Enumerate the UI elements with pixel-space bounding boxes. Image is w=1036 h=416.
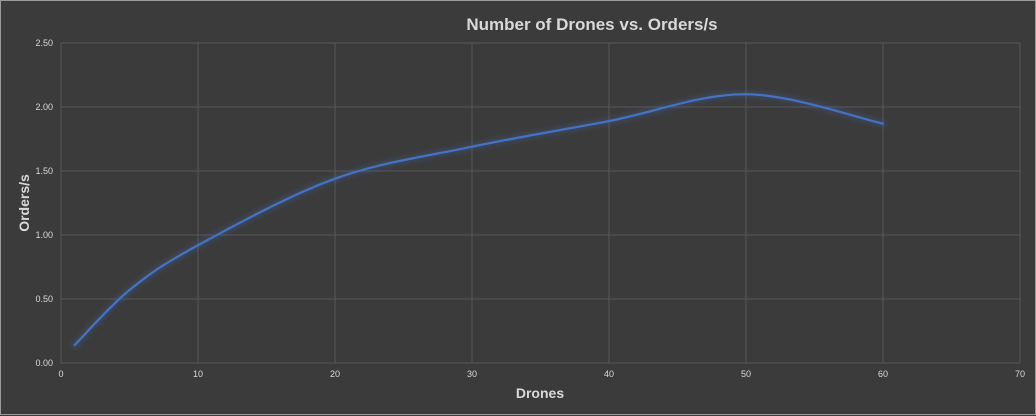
series-group — [71, 90, 887, 349]
y-tick-label: 1.50 — [35, 166, 53, 176]
y-tick-label: 0.50 — [35, 294, 53, 304]
data-point — [334, 177, 336, 179]
x-tick-label: 40 — [604, 369, 614, 379]
data-point — [197, 244, 199, 246]
x-tick-label: 20 — [330, 369, 340, 379]
data-point — [128, 289, 130, 291]
x-tick-label: 0 — [58, 369, 63, 379]
data-point — [745, 93, 747, 95]
x-tick-label: 50 — [741, 369, 751, 379]
x-axis-title: Drones — [516, 385, 564, 401]
y-tick-label: 1.00 — [35, 230, 53, 240]
data-point — [882, 122, 884, 124]
gridlines — [60, 42, 1021, 364]
x-tick-label: 30 — [467, 369, 477, 379]
axis-ticks: 0 10 20 30 40 50 60 70 0.00 0.50 1.00 1.50 2.00 2.50 — [35, 38, 1025, 379]
y-tick-label: 0.00 — [35, 358, 53, 368]
y-tick-label: 2.50 — [35, 38, 53, 48]
series-line — [73, 93, 885, 347]
chart-title: Number of Drones vs. Orders/s — [466, 15, 717, 34]
data-point — [608, 120, 610, 122]
series-line-glow — [71, 90, 887, 349]
y-axis-title: Orders/s — [16, 174, 32, 232]
x-tick-label: 60 — [878, 369, 888, 379]
y-tick-label: 2.00 — [35, 102, 53, 112]
x-tick-label: 70 — [1015, 369, 1025, 379]
x-tick-label: 10 — [193, 369, 203, 379]
data-point — [471, 145, 473, 147]
data-point — [74, 344, 76, 346]
